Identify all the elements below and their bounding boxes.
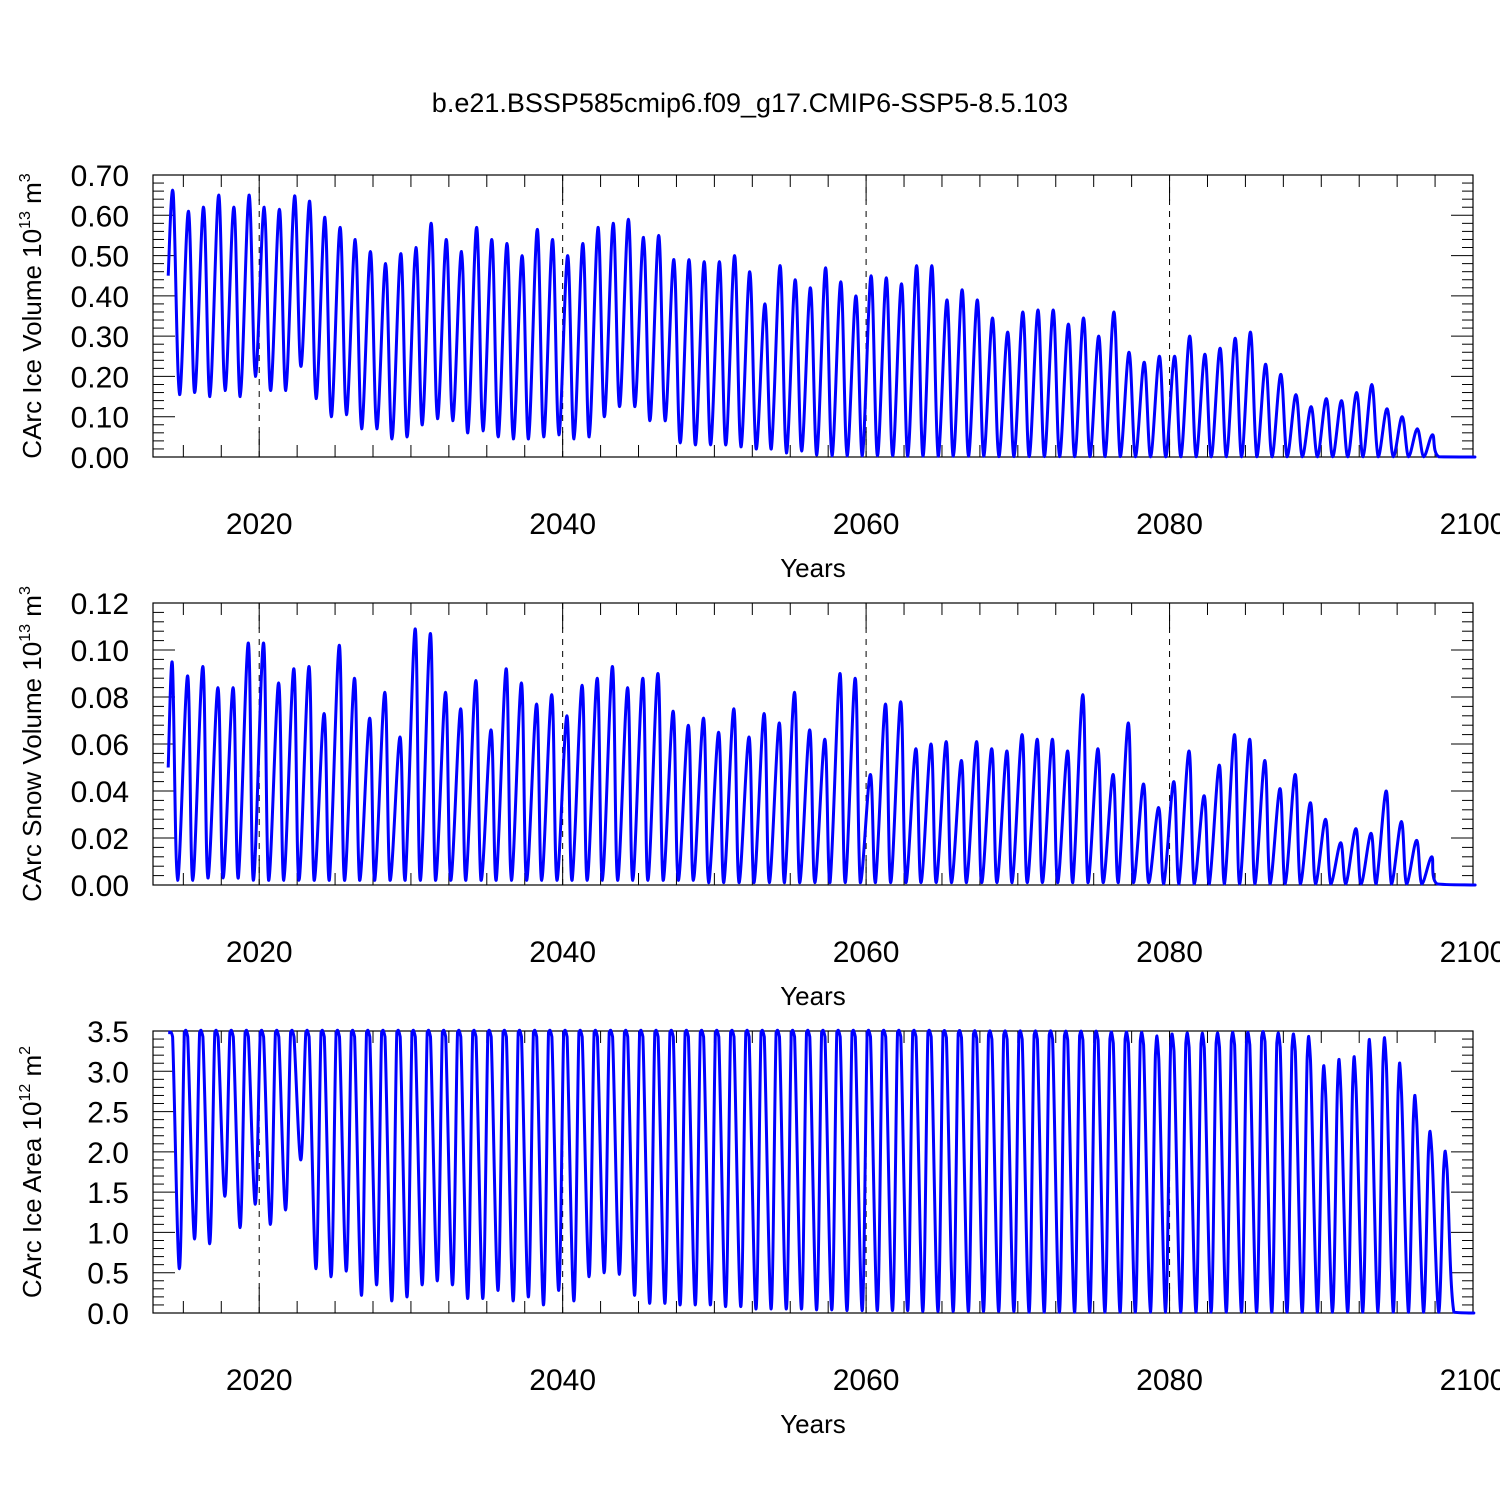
y-tick-label: 0.08 <box>71 682 129 715</box>
figure-title: b.e21.BSSP585cmip6.f09_g17.CMIP6-SSP5-8.… <box>432 88 1068 118</box>
series-line-ice-area <box>167 1028 1476 1315</box>
y-tick-label: 0.40 <box>71 281 129 314</box>
y-tick-label: 0.02 <box>71 823 129 856</box>
x-tick-label: 2020 <box>226 1364 293 1397</box>
y-tick-label: 1.0 <box>87 1217 129 1250</box>
y-tick-label: 3.5 <box>87 1016 129 1049</box>
y-tick-label: 3.0 <box>87 1056 129 1089</box>
x-tick-label: 2020 <box>226 936 293 969</box>
y-tick-label: 0.50 <box>71 241 129 274</box>
y-tick-label: 0.60 <box>71 200 129 233</box>
y-axis-label: CArc Snow Volume 1013 m3 <box>17 586 47 902</box>
x-tick-label: 2100 <box>1440 1364 1500 1397</box>
y-axis-label: CArc Ice Area 1012 m2 <box>17 1046 47 1298</box>
x-tick-label: 2060 <box>833 936 900 969</box>
x-tick-label: 2080 <box>1136 1364 1203 1397</box>
panel-ice-volume: 0.00 0.10 0.20 0.30 0.40 0.50 0.60 0.70 2020 2040… <box>17 160 1500 583</box>
x-axis-label: Years <box>780 553 846 583</box>
y-tick-label: 0.00 <box>71 870 129 903</box>
series-line-snow-volume <box>166 627 1477 887</box>
y-tick-label: 0.10 <box>71 635 129 668</box>
x-tick-label: 2080 <box>1136 936 1203 969</box>
y-tick-label: 0.20 <box>71 361 129 394</box>
x-tick-label: 2020 <box>226 508 293 541</box>
x-tick-label: 2040 <box>529 508 596 541</box>
plot-frame <box>152 1030 1474 1314</box>
x-tick-label: 2080 <box>1136 508 1203 541</box>
y-tick-label: 0.12 <box>71 588 129 621</box>
y-tick-label: 0.0 <box>87 1298 129 1331</box>
y-tick-label: 0.04 <box>71 776 129 809</box>
y-tick-label: 0.30 <box>71 321 129 354</box>
y-tick-label: 0.10 <box>71 402 129 435</box>
y-tick-label: 0.06 <box>71 729 129 762</box>
panel-ice-area: 0.0 0.5 1.0 1.5 2.0 2.5 3.0 3.5 2020 2040 2060 2080… <box>17 1016 1500 1439</box>
series-line-ice-volume <box>166 188 1477 459</box>
y-tick-label: 0.70 <box>71 160 129 193</box>
x-tick-label: 2100 <box>1440 936 1500 969</box>
x-tick-label: 2060 <box>833 508 900 541</box>
x-axis-label: Years <box>780 981 846 1011</box>
panel-snow-volume: 0.00 0.02 0.04 0.06 0.08 0.10 0.12 2020 2040 2060… <box>17 586 1500 1011</box>
plot-frame <box>152 174 1474 458</box>
y-tick-label: 2.5 <box>87 1097 129 1130</box>
y-tick-label: 2.0 <box>87 1137 129 1170</box>
x-tick-label: 2100 <box>1440 508 1500 541</box>
x-axis-label: Years <box>780 1409 846 1439</box>
y-axis-label: CArc Ice Volume 1013 m3 <box>17 173 47 458</box>
x-tick-label: 2060 <box>833 1364 900 1397</box>
y-tick-label: 1.5 <box>87 1177 129 1210</box>
x-tick-label: 2040 <box>529 1364 596 1397</box>
x-tick-label: 2040 <box>529 936 596 969</box>
y-tick-label: 0.5 <box>87 1258 129 1291</box>
y-tick-label: 0.00 <box>71 442 129 475</box>
